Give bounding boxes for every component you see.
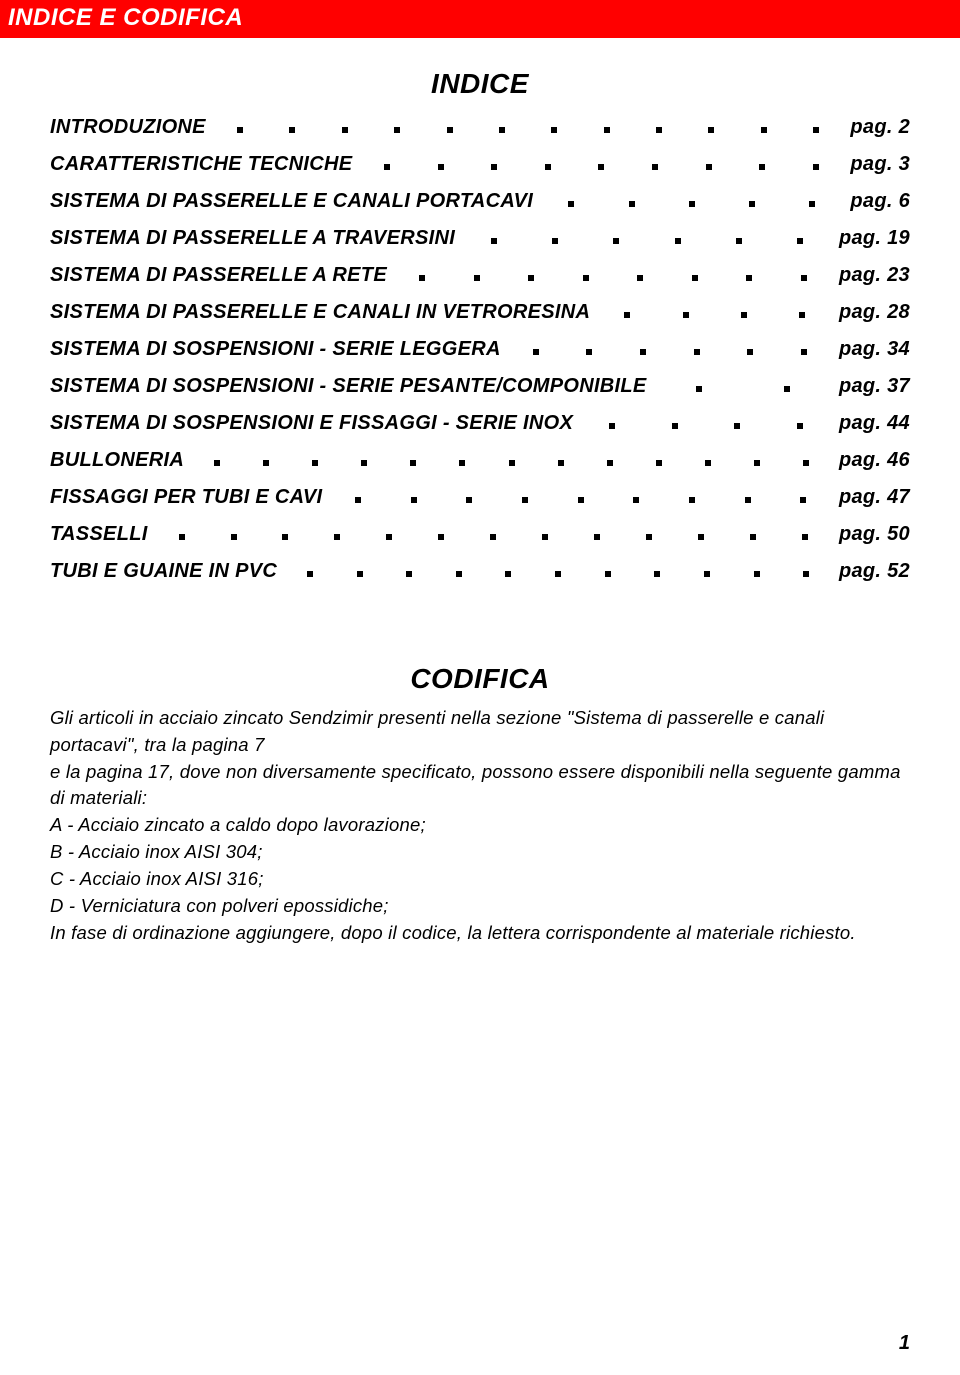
toc-row: SISTEMA DI PASSERELLE E CANALI IN VETROR… [50, 301, 910, 324]
toc-dots [156, 528, 831, 540]
toc-label: SISTEMA DI SOSPENSIONI - SERIE LEGGERA [50, 338, 501, 361]
toc-page: pag. 34 [839, 338, 910, 361]
toc-label: SISTEMA DI SOSPENSIONI E FISSAGGI - SERI… [50, 412, 573, 435]
toc-row: SISTEMA DI PASSERELLE A RETE pag. 23 [50, 264, 910, 287]
toc-label: SISTEMA DI PASSERELLE E CANALI PORTACAVI [50, 190, 533, 213]
toc-page: pag. 2 [850, 116, 910, 139]
toc-row: TUBI E GUAINE IN PVC pag. 52 [50, 560, 910, 583]
toc-page: pag. 50 [839, 523, 910, 546]
toc-list: INTRODUZIONE pag. 2 CARATTERISTICHE TECNIC… [50, 116, 910, 583]
toc-row: SISTEMA DI PASSERELLE A TRAVERSINI pag. 1… [50, 227, 910, 250]
codifica-para1b: e la pagina 17, dove non diversamente sp… [50, 759, 910, 813]
toc-dots [509, 343, 831, 355]
toc-label: CARATTERISTICHE TECNICHE [50, 153, 352, 176]
toc-label: SISTEMA DI PASSERELLE E CANALI IN VETROR… [50, 301, 590, 324]
toc-dots [598, 306, 831, 318]
toc-page: pag. 28 [839, 301, 910, 324]
toc-dots [192, 454, 831, 466]
toc-page: pag. 3 [850, 153, 910, 176]
toc-label: SISTEMA DI SOSPENSIONI - SERIE PESANTE/C… [50, 375, 647, 398]
toc-row: SISTEMA DI SOSPENSIONI - SERIE LEGGERA pa… [50, 338, 910, 361]
toc-row: SISTEMA DI SOSPENSIONI - SERIE PESANTE/C… [50, 375, 910, 398]
toc-label: INTRODUZIONE [50, 116, 206, 139]
toc-row: CARATTERISTICHE TECNICHE pag. 3 [50, 153, 910, 176]
header-title: INDICE E CODIFICA [8, 4, 243, 31]
toc-dots [581, 417, 831, 429]
toc-label: FISSAGGI PER TUBI E CAVI [50, 486, 322, 509]
toc-label: TUBI E GUAINE IN PVC [50, 560, 277, 583]
toc-page: pag. 52 [839, 560, 910, 583]
codifica-para1a: Gli articoli in acciaio zincato Sendzimi… [50, 705, 910, 759]
toc-page: pag. 46 [839, 449, 910, 472]
toc-row: FISSAGGI PER TUBI E CAVI pag. 47 [50, 486, 910, 509]
toc-page: pag. 19 [839, 227, 910, 250]
toc-row: SISTEMA DI SOSPENSIONI E FISSAGGI - SERI… [50, 412, 910, 435]
page-number: 1 [899, 1332, 910, 1355]
header-bar: INDICE E CODIFICA [0, 0, 960, 38]
toc-page: pag. 44 [839, 412, 910, 435]
codifica-title: CODIFICA [50, 663, 910, 695]
toc-page: pag. 6 [850, 190, 910, 213]
toc-dots [463, 232, 831, 244]
toc-label: SISTEMA DI PASSERELLE A TRAVERSINI [50, 227, 455, 250]
toc-row: INTRODUZIONE pag. 2 [50, 116, 910, 139]
codifica-text: Gli articoli in acciaio zincato Sendzimi… [50, 705, 910, 946]
toc-row: BULLONERIA pag. 46 [50, 449, 910, 472]
toc-page: pag. 47 [839, 486, 910, 509]
codifica-item-a: A - Acciaio zincato a caldo dopo lavoraz… [50, 812, 910, 839]
toc-dots [330, 491, 831, 503]
toc-page: pag. 23 [839, 264, 910, 287]
toc-row: SISTEMA DI PASSERELLE E CANALI PORTACAVI… [50, 190, 910, 213]
toc-label: BULLONERIA [50, 449, 184, 472]
codifica-item-d: D - Verniciatura con polveri epossidiche… [50, 893, 910, 920]
content: INDICE INTRODUZIONE pag. 2 CARATTERISTICHE… [0, 38, 960, 946]
indice-title: INDICE [50, 68, 910, 100]
toc-dots [395, 269, 831, 281]
toc-page: pag. 37 [839, 375, 910, 398]
toc-dots [541, 195, 842, 207]
codifica-item-c: C - Acciaio inox AISI 316; [50, 866, 910, 893]
toc-dots [285, 565, 831, 577]
toc-label: SISTEMA DI PASSERELLE A RETE [50, 264, 387, 287]
codifica-item-b: B - Acciaio inox AISI 304; [50, 839, 910, 866]
codifica-para2: In fase di ordinazione aggiungere, dopo … [50, 920, 910, 947]
toc-dots [655, 380, 831, 392]
toc-row: TASSELLI pag. 50 [50, 523, 910, 546]
toc-dots [214, 121, 843, 133]
toc-dots [360, 158, 842, 170]
toc-label: TASSELLI [50, 523, 148, 546]
